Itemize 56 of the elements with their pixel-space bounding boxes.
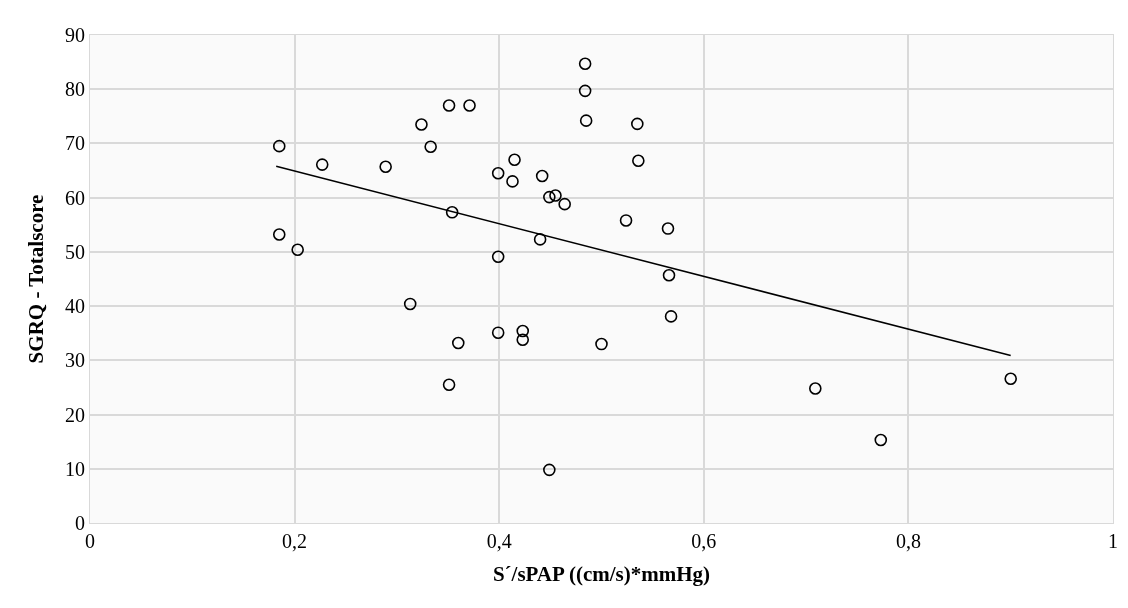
point (661, 222, 675, 235)
x-tick-label: 0,6 (691, 530, 717, 552)
point (272, 139, 286, 153)
point (809, 382, 822, 395)
point (1004, 372, 1017, 386)
point (403, 297, 417, 311)
point (508, 153, 521, 167)
point (619, 214, 633, 227)
point (291, 243, 304, 257)
y-tick-label: 20 (65, 403, 85, 426)
point (535, 169, 549, 183)
point (451, 336, 465, 350)
point (874, 433, 888, 447)
x-tick-label: 0,4 (486, 530, 512, 552)
y-tick-label: 90 (65, 24, 85, 46)
point (516, 324, 530, 338)
point (491, 250, 505, 264)
y-tick-label: 10 (65, 457, 85, 480)
x-tick-label: 0,2 (282, 530, 308, 552)
point (543, 463, 556, 477)
y-axis-title: SGRQ - Totalscore (24, 194, 49, 364)
point (442, 99, 456, 112)
point (379, 160, 392, 174)
point (272, 228, 286, 241)
point (549, 189, 562, 202)
point (463, 99, 476, 112)
y-tick-label: 0 (75, 512, 85, 534)
point (632, 154, 645, 168)
y-tick-label: 60 (65, 186, 85, 209)
point (445, 206, 459, 219)
x-tick-label: 0,8 (895, 530, 921, 552)
point (415, 118, 428, 131)
point (543, 190, 556, 204)
point (664, 310, 678, 323)
y-tick-label: 50 (65, 240, 85, 263)
x-tick-label: 1 (1108, 530, 1118, 552)
point (558, 197, 571, 211)
point (578, 57, 592, 71)
y-tick-label: 70 (65, 132, 85, 155)
point (442, 378, 456, 392)
y-tick-label: 30 (65, 349, 85, 372)
point (579, 114, 593, 127)
point (662, 268, 676, 282)
point (533, 233, 547, 246)
point (315, 158, 329, 171)
point (516, 333, 530, 347)
point (631, 117, 644, 131)
point (424, 140, 437, 153)
point (506, 175, 519, 188)
x-axis-title: S´/sPAP ((cm/s)*mmHg) (492, 562, 711, 587)
point (578, 84, 592, 98)
point (595, 337, 608, 351)
y-tick-label: 40 (65, 295, 85, 318)
point (491, 166, 505, 180)
point (491, 326, 505, 339)
y-tick-label: 80 (65, 78, 85, 101)
